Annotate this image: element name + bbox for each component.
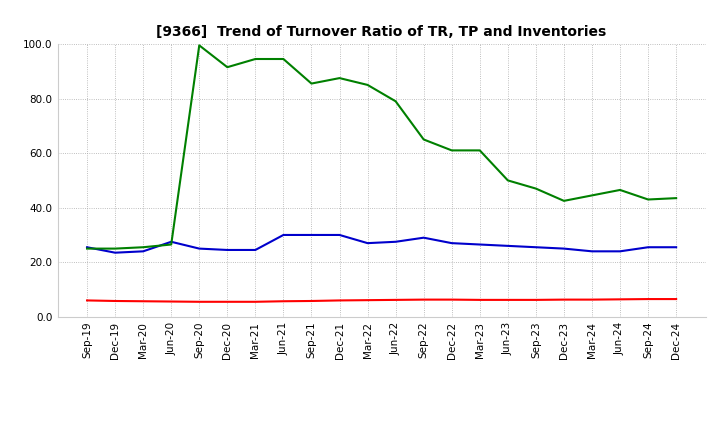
Trade Receivables <box>223 299 232 304</box>
Trade Receivables <box>83 298 91 303</box>
Trade Receivables <box>139 299 148 304</box>
Trade Payables <box>139 249 148 254</box>
Line: Inventories: Inventories <box>87 45 676 249</box>
Trade Payables <box>364 241 372 246</box>
Inventories <box>195 43 204 48</box>
Trade Payables <box>279 232 288 238</box>
Trade Payables <box>616 249 624 254</box>
Inventories <box>419 137 428 142</box>
Trade Payables <box>307 232 316 238</box>
Trade Payables <box>223 247 232 253</box>
Trade Receivables <box>195 299 204 304</box>
Inventories <box>364 82 372 88</box>
Trade Receivables <box>531 297 540 303</box>
Inventories <box>447 148 456 153</box>
Trade Payables <box>336 232 344 238</box>
Trade Receivables <box>167 299 176 304</box>
Inventories <box>307 81 316 86</box>
Trade Payables <box>588 249 596 254</box>
Trade Payables <box>391 239 400 244</box>
Inventories <box>672 195 680 201</box>
Trade Receivables <box>672 297 680 302</box>
Trade Payables <box>503 243 512 249</box>
Trade Receivables <box>475 297 484 303</box>
Trade Payables <box>419 235 428 240</box>
Trade Receivables <box>391 297 400 303</box>
Inventories <box>167 242 176 247</box>
Inventories <box>391 99 400 104</box>
Line: Trade Payables: Trade Payables <box>87 235 676 253</box>
Inventories <box>616 187 624 193</box>
Trade Payables <box>251 247 260 253</box>
Inventories <box>223 65 232 70</box>
Inventories <box>111 246 120 251</box>
Trade Receivables <box>336 298 344 303</box>
Trade Payables <box>447 241 456 246</box>
Inventories <box>531 186 540 191</box>
Trade Receivables <box>419 297 428 302</box>
Trade Receivables <box>251 299 260 304</box>
Inventories <box>139 245 148 250</box>
Inventories <box>588 193 596 198</box>
Inventories <box>644 197 652 202</box>
Inventories <box>279 56 288 62</box>
Trade Payables <box>672 245 680 250</box>
Title: [9366]  Trend of Turnover Ratio of TR, TP and Inventories: [9366] Trend of Turnover Ratio of TR, TP… <box>156 25 607 39</box>
Trade Payables <box>83 245 91 250</box>
Trade Payables <box>644 245 652 250</box>
Trade Receivables <box>364 297 372 303</box>
Inventories <box>559 198 568 203</box>
Inventories <box>83 246 91 251</box>
Trade Payables <box>531 245 540 250</box>
Trade Receivables <box>559 297 568 302</box>
Trade Payables <box>111 250 120 255</box>
Line: Trade Receivables: Trade Receivables <box>87 299 676 302</box>
Inventories <box>336 76 344 81</box>
Trade Payables <box>167 239 176 244</box>
Trade Receivables <box>588 297 596 302</box>
Trade Receivables <box>111 298 120 304</box>
Trade Payables <box>475 242 484 247</box>
Trade Receivables <box>503 297 512 303</box>
Inventories <box>475 148 484 153</box>
Trade Receivables <box>644 297 652 302</box>
Trade Payables <box>559 246 568 251</box>
Trade Receivables <box>447 297 456 302</box>
Inventories <box>251 56 260 62</box>
Trade Receivables <box>279 299 288 304</box>
Trade Receivables <box>616 297 624 302</box>
Trade Receivables <box>307 298 316 304</box>
Trade Payables <box>195 246 204 251</box>
Inventories <box>503 178 512 183</box>
